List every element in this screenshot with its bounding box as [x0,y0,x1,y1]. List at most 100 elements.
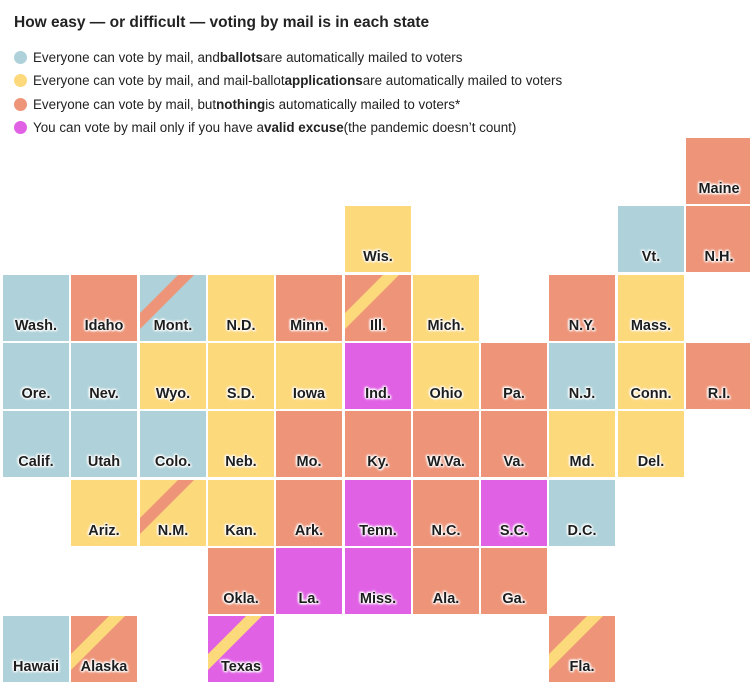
state-label: Iowa [292,386,326,402]
state-tile-fill [208,480,274,546]
state-tile-fill [208,275,274,341]
state-tile-ind: Ind. [345,343,411,409]
state-label: Mo. [296,454,322,470]
state-label: N.D. [226,318,256,334]
state-label: Ind. [365,386,391,402]
state-tile-d-c: D.C. [549,480,615,546]
state-tile-fill [140,275,206,341]
state-fill [276,548,342,614]
legend-text-bold: valid excuse [264,120,344,136]
state-tile-hawaii: Hawaii [3,616,69,682]
state-tile-fill [140,480,206,546]
state-label: S.D. [226,386,256,402]
state-fill [3,411,69,477]
state-tile-fill [208,616,274,682]
state-tile-fill [686,343,750,409]
state-label: Ala. [432,591,460,607]
state-tile-miss: Miss. [345,548,411,614]
state-tile-fill [345,548,411,614]
state-label: Ga. [502,591,526,607]
state-tile-wis: Wis. [345,206,411,272]
legend-swatch-excuse [14,121,27,135]
state-tile-fill [413,480,479,546]
state-tile-mass: Mass. [618,275,684,341]
state-label: Colo. [154,454,192,470]
state-tile-fill [413,275,479,341]
legend-text-bold: nothing [216,96,266,112]
state-label: Fla. [569,659,595,675]
state-fill [686,138,750,204]
state-label: Wis. [363,249,393,265]
state-tile-r-i: R.I. [686,343,750,409]
map-title: How easy — or difficult — voting by mail… [14,14,430,31]
state-tile-calif: Calif. [3,411,69,477]
state-label: Utah [87,454,121,470]
legend-text-post: (the pandemic doesn’t count) [343,120,517,136]
state-tile-minn: Minn. [276,275,342,341]
state-fill [345,480,411,546]
state-tile-fill [413,343,479,409]
legend-swatch-ballots [14,51,27,65]
state-stripe [208,616,262,670]
state-fill [345,206,411,272]
state-label: Mass. [630,318,672,334]
state-tile-idaho: Idaho [71,275,137,341]
state-fill [618,275,684,341]
state-fill [481,480,547,546]
state-tile-tenn: Tenn. [345,480,411,546]
state-tile-fill [3,616,69,682]
legend-text-post: are automatically mailed to voters [362,73,563,89]
state-tile-ga: Ga. [481,548,547,614]
state-label: Ark. [294,523,324,539]
state-tile-ark: Ark. [276,480,342,546]
state-tile-fill [618,275,684,341]
state-tile-la: La. [276,548,342,614]
state-tile-fill [481,480,547,546]
state-tile-s-c: S.C. [481,480,547,546]
state-tile-fill [481,548,547,614]
state-label: Minn. [290,318,328,334]
state-tile-n-j: N.J. [549,343,615,409]
state-label: Va. [503,454,525,470]
state-fill [71,480,137,546]
state-fill [71,343,137,409]
state-fill [549,480,615,546]
state-tile-alaska: Alaska [71,616,137,682]
state-fill [140,343,206,409]
state-tile-fill [3,411,69,477]
state-label: Maine [698,181,740,197]
state-label: Ore. [21,386,51,402]
state-label: D.C. [567,523,597,539]
state-tile-n-m: N.M. [140,480,206,546]
state-fill [481,343,547,409]
state-stripe [71,616,125,670]
state-label: Wash. [14,318,58,334]
state-fill [618,206,684,272]
state-tile-fill [549,275,615,341]
state-fill [618,343,684,409]
state-tile-fill [71,411,137,477]
state-fill [686,343,750,409]
state-tile-fill [618,206,684,272]
state-fill [208,480,274,546]
state-tile-n-y: N.Y. [549,275,615,341]
state-tile-fill [71,275,137,341]
state-fill [686,206,750,272]
state-fill [208,343,274,409]
state-tile-wyo: Wyo. [140,343,206,409]
state-tile-utah: Utah [71,411,137,477]
state-tile-ore: Ore. [3,343,69,409]
state-tile-fill [208,548,274,614]
state-tile-fill [481,411,547,477]
state-tile-va: Va. [481,411,547,477]
state-tile-fill [481,343,547,409]
state-label: Vt. [641,249,661,265]
state-fill [413,275,479,341]
legend-item-applications: Everyone can vote by mail, and mail-ball… [14,69,562,92]
state-label: Texas [220,659,262,675]
state-tile-fill [549,616,615,682]
state-fill [549,411,615,477]
state-label: N.Y. [568,318,596,334]
state-fill [345,548,411,614]
